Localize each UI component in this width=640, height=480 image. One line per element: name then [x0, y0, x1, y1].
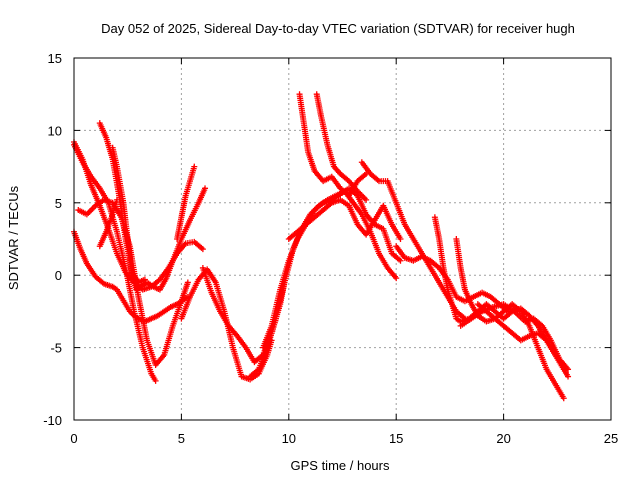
- series-pass-03: [75, 196, 191, 368]
- y-tick-label: 15: [48, 51, 62, 66]
- data-point: [393, 275, 400, 282]
- chart-title: Day 052 of 2025, Sidereal Day-to-day VTE…: [101, 21, 575, 36]
- data-point: [89, 205, 96, 212]
- data-point: [363, 196, 370, 203]
- x-axis-ticks: 0 5 10 15 20 25: [70, 58, 618, 446]
- x-tick-label: 25: [604, 431, 618, 446]
- series-pass-14: [296, 91, 370, 199]
- data-point: [191, 163, 198, 170]
- y-tick-label: 0: [55, 268, 62, 283]
- series-pass-15: [313, 91, 370, 203]
- series-pass-21: [474, 301, 572, 380]
- y-axis-ticks: -10 -5 0 5 10 15: [43, 51, 611, 428]
- series-pass-13: [285, 196, 404, 242]
- data-point: [184, 279, 191, 286]
- data-point: [565, 373, 572, 380]
- x-tick-label: 20: [496, 431, 510, 446]
- series-pass-19: [453, 236, 567, 402]
- series-pass-07: [96, 196, 120, 250]
- data-point: [113, 196, 120, 203]
- data-point: [397, 236, 404, 242]
- data-point: [85, 209, 92, 216]
- data-points: [71, 91, 572, 402]
- series-pass-20: [457, 301, 572, 373]
- series-pass-12: [260, 185, 404, 351]
- data-point: [361, 195, 368, 202]
- data-point: [152, 377, 159, 384]
- data-point: [202, 185, 209, 192]
- x-axis-label: GPS time / hours: [291, 458, 390, 473]
- x-tick-label: 10: [282, 431, 296, 446]
- data-point: [560, 395, 567, 402]
- y-axis-label: SDTVAR / TECUs: [6, 185, 21, 290]
- data-point: [199, 246, 206, 253]
- y-tick-label: 10: [48, 123, 62, 138]
- data-point: [88, 207, 95, 214]
- y-tick-label: -10: [43, 413, 62, 428]
- plot-frame: [73, 57, 612, 421]
- series-pass-04: [71, 141, 159, 384]
- series-pass-08: [174, 163, 198, 242]
- x-tick-label: 15: [389, 431, 403, 446]
- x-tick-label: 5: [178, 431, 185, 446]
- x-tick-label: 0: [70, 431, 77, 446]
- series-pass-16: [358, 159, 468, 322]
- series-pass-06: [109, 144, 209, 293]
- y-tick-label: 5: [55, 196, 62, 211]
- data-point: [397, 257, 404, 264]
- y-tick-label: -5: [50, 341, 62, 356]
